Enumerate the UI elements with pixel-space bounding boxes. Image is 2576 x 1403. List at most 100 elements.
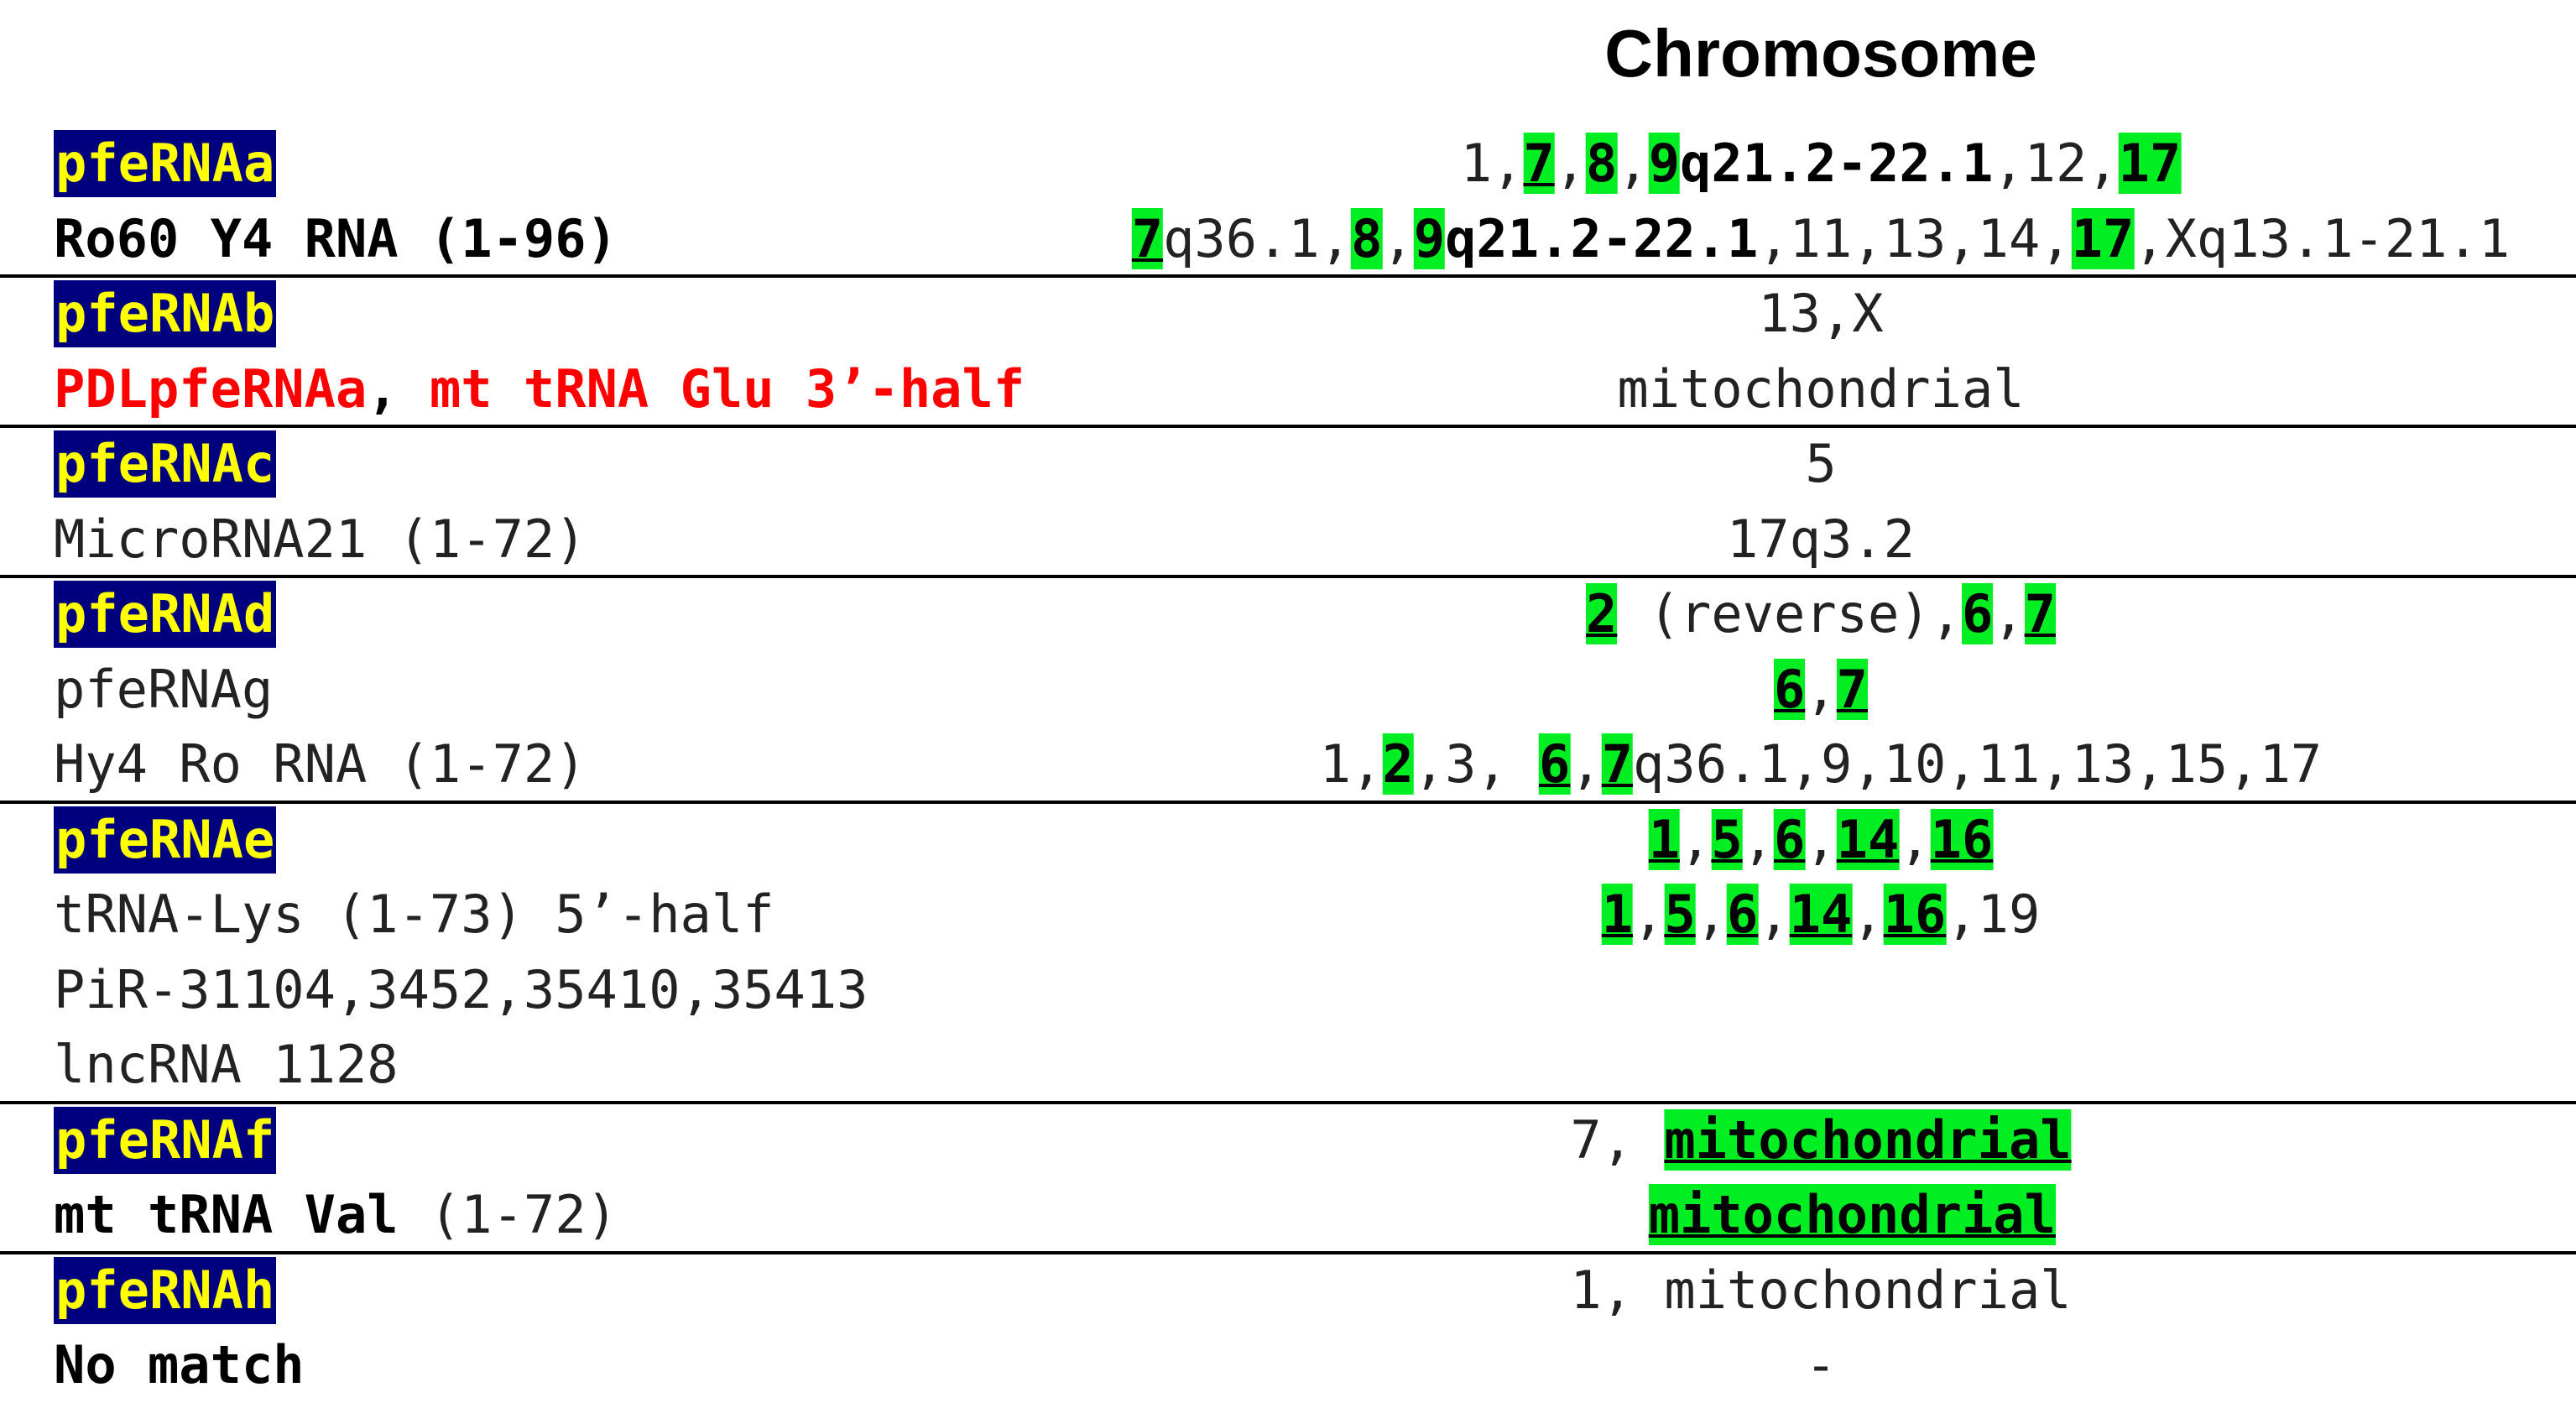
chromosome-text: , [1758,884,1790,945]
chromosome-text: ,19 [1946,884,2041,945]
group-pfernaa: pfeRNAa 1,7,8,9q21.2-22.1,12,17 Ro60 Y4 … [0,126,2576,276]
table-row: pfeRNAe 1,5,6,14,16 [0,802,2576,878]
chromosome-text: mt tRNA Val [54,1184,399,1245]
highlighted-chromosome: 1 [1601,884,1634,945]
group-pfernad: pfeRNAd 2 (reverse),6,7 pfeRNAg 6,7 Hy4 … [0,576,2576,802]
chromosome-cell: 1,5,6,14,16 [1648,802,1994,878]
highlighted-chromosome: 7 [2024,583,2056,644]
chromosome-cell: mitochondrial [1586,1177,2056,1253]
table-row: pfeRNAc 5 [0,426,2576,502]
row-divider [0,575,2576,578]
chromosome-text: ,12, [1993,133,2119,194]
chromosome-text: - [1805,1334,1837,1395]
highlighted-chromosome: 8 [1351,207,1383,269]
table-row: pfeRNAb 13,X [0,276,2576,352]
highlighted-chromosome: 1 [1648,808,1681,870]
chromosome-cell: mitochondrial [1617,352,2024,427]
highlighted-chromosome: 7 [1836,658,1868,720]
table-row: Hy4 Ro RNA (1-72) 1,2,3, 6,7q36.1,9,10,1… [0,727,2576,802]
group-pfernac: pfeRNAc 5 MicroRNA21 (1-72) 17q3.2 [0,426,2576,576]
chromosome-text: 1, [1460,133,1524,194]
chromosome-cell: 6,7 [1774,652,1868,728]
chromosome-text: , [1805,808,1837,870]
rna-match: tRNA-Lys (1-73) 5’-half [54,884,774,945]
chromosome-cell: 1,5,6,14,16,19 [1601,877,2041,952]
highlighted-chromosome: 14 [1789,884,1853,945]
highlighted-chromosome: 9 [1648,133,1681,194]
group-pfernah: pfeRNAh 1, mitochondrial No match - [0,1253,2576,1403]
table-row: MicroRNA21 (1-72) 17q3.2 [0,502,2576,577]
rna-match: Ro60 Y4 RNA (1-96) [54,207,618,269]
row-divider [0,274,2576,278]
chromosome-cell: 7q36.1,8,9q21.2-22.1,11,13,14,17,Xq13.1-… [1131,201,2511,277]
chromosome-text: , [1554,133,1587,194]
chromosome-text: q36.1, [1163,207,1352,269]
chromosome-cell: 1, mitochondrial [1570,1253,2071,1328]
highlighted-chromosome: 6 [1539,733,1571,795]
chromosome-text: , [1742,808,1775,870]
table-row: No match - [0,1327,2576,1403]
column-header: Chromosome [0,12,2576,96]
row-divider [0,1100,2576,1104]
table-row: pfeRNAd 2 (reverse),6,7 [0,576,2576,652]
table-row: mt tRNA Val (1-72) mitochondrial [0,1177,2576,1253]
row-divider [0,800,2576,804]
chromosome-text: (reverse), [1617,583,1962,644]
chromosome-cell: - [1805,1327,1836,1403]
chromosome-text: , [1680,808,1712,870]
chromosome-text: q21.2-22.1 [1680,133,1994,194]
chromosome-text: , [1852,884,1884,945]
rna-match: Hy4 Ro RNA (1-72) [54,733,587,795]
highlighted-chromosome: 9 [1413,207,1446,269]
chromosome-text: , [1633,884,1665,945]
highlighted-chromosome: 14 [1836,808,1900,870]
highlighted-chromosome: 6 [1727,884,1759,945]
chromosome-text: , [1617,133,1649,194]
highlighted-chromosome: 6 [1774,658,1806,720]
row-divider [0,1250,2576,1254]
chromosome-text: 7, [1570,1108,1665,1171]
chromosome-text: ,Xq13.1-21.1 [2134,207,2511,269]
chromosome-text: q36.1,9,10,11,13,15,17 [1633,733,2323,795]
chromosome-text: PDLpfeRNAa [54,357,368,420]
chromosome-text: , [1899,808,1931,870]
chromosome-text: , [1993,583,2025,644]
chromosome-text: ,3, [1413,733,1540,795]
rna-name: pfeRNAh [54,1256,277,1324]
rna-match: lncRNA 1128 [54,1034,399,1095]
rna-name: pfeRNAf [54,1106,277,1174]
group-pfernab: pfeRNAb 13,X PDLpfeRNAa, mt tRNA Glu 3’-… [0,276,2576,426]
table-row: PDLpfeRNAa, mt tRNA Glu 3’-half mitochon… [0,352,2576,427]
chromosome-heading: Chromosome [1604,16,2037,91]
highlighted-chromosome: 2 [1382,733,1414,795]
chromosome-cell: 5 [1805,426,1836,502]
table-row: lncRNA 1128 [0,1027,2576,1103]
highlighted-chromosome: 7 [1601,733,1634,795]
chromosome-text: q21.2-22.1 [1445,207,1759,269]
highlighted-chromosome: 5 [1711,808,1743,870]
highlighted-chromosome: 8 [1586,133,1618,194]
chromosome-text: 5 [1805,433,1837,494]
chromosome-text: , [367,357,430,420]
rna-name: pfeRNAd [54,581,277,648]
chromosome-text: 13,X [1758,283,1884,344]
rna-name: pfeRNAc [54,430,277,498]
table-row: Ro60 Y4 RNA (1-96) 7q36.1,8,9q21.2-22.1,… [0,201,2576,277]
rna-name: pfeRNAe [54,806,277,874]
chromosome-text: ,11,13,14, [1758,207,2072,269]
rna-match: mt tRNA Val (1-72) [54,1177,618,1253]
row-divider [0,425,2576,428]
chromosome-text: mitochondrial [1617,357,2025,420]
table-row: pfeRNAf 7, mitochondrial [0,1103,2576,1178]
chromosome-text: 17q3.2 [1727,508,1915,570]
chromosome-cell: 2 (reverse),6,7 [1586,576,2056,652]
highlighted-chromosome: 6 [1774,808,1806,870]
highlighted-chromosome: mitochondrial [1648,1184,2056,1245]
highlighted-chromosome: 16 [1930,808,1994,870]
chromosome-text: , [1570,733,1602,795]
rna-name: pfeRNAa [54,130,277,197]
chromosome-cell: 1,7,8,9q21.2-22.1,12,17 [1461,126,2182,201]
chromosome-cell: 17q3.2 [1727,502,1915,577]
highlighted-chromosome: 17 [2118,133,2182,194]
highlighted-chromosome: 16 [1883,884,1947,945]
